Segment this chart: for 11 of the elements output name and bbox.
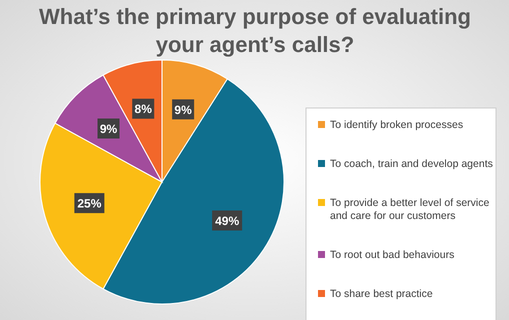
- data-label: 25%: [77, 196, 102, 211]
- legend-label: To provide a better level of service and care for our customers: [330, 197, 490, 222]
- legend-label: To share best practice: [330, 288, 433, 300]
- legend-label: To identify broken processes: [330, 119, 464, 131]
- legend-label: To root out bad behaviours: [330, 249, 454, 261]
- data-label: 9%: [100, 122, 118, 136]
- chart-title: What’s the primary purpose of evaluating your agent’s calls?: [39, 4, 471, 57]
- data-label: 9%: [174, 102, 192, 117]
- data-label: 49%: [215, 214, 240, 228]
- legend-label: To coach, train and develop agents: [330, 158, 493, 170]
- data-label: 8%: [134, 102, 152, 116]
